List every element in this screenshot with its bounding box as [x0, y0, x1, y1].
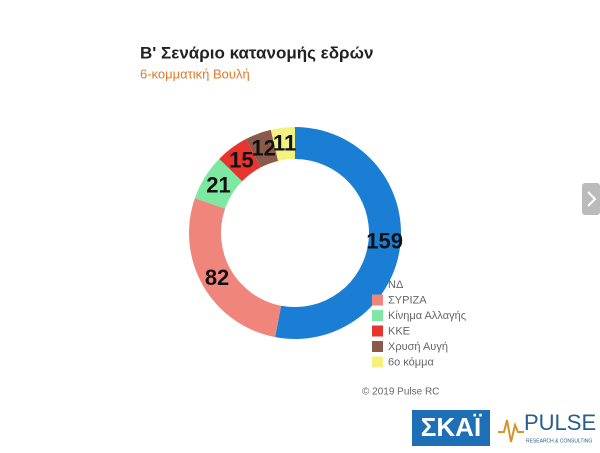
legend-label: Κίνημα Αλλαγής: [388, 310, 466, 322]
legend-swatch: [372, 279, 383, 290]
legend-swatch: [372, 341, 383, 352]
donut-slice: [219, 139, 261, 182]
legend-label: ΣΥΡΙΖΑ: [388, 294, 427, 306]
donut-slice: [194, 158, 243, 209]
next-button[interactable]: [582, 183, 600, 215]
skai-logo-text: ΣΚΑΪ: [421, 412, 482, 442]
chart-title: Β' Σενάριο κατανομής εδρών: [140, 43, 373, 62]
legend-swatch: [372, 310, 383, 321]
donut-slice: [270, 127, 295, 161]
next-button-bg[interactable]: [582, 183, 600, 215]
donut-slice: [189, 198, 282, 338]
legend-label: ΝΔ: [388, 279, 404, 291]
data-label: 159: [366, 228, 403, 253]
pulse-logo-tagline: RESEARCH & CONSULTING: [526, 438, 592, 444]
legend-label: ΚΚΕ: [388, 325, 410, 337]
source-note: © 2019 Pulse RC: [362, 387, 439, 398]
pulse-logo-wave: [498, 419, 524, 443]
data-label: 15: [229, 148, 253, 173]
pulse-logo-text: PULSE: [524, 410, 596, 435]
data-label: 12: [251, 135, 275, 160]
donut-slice: [275, 127, 402, 339]
data-label: 82: [205, 265, 229, 290]
next-arrow[interactable]: [587, 191, 597, 207]
legend-label: 6ο κόμμα: [388, 356, 434, 368]
data-label: 21: [206, 172, 230, 197]
donut-slice: [245, 129, 279, 168]
data-label: 11: [273, 130, 296, 155]
legend-swatch: [372, 325, 383, 337]
chart-subtitle: 6-κομματική Βουλή: [140, 66, 250, 81]
legend-swatch: [372, 294, 383, 306]
legend-swatch: [372, 356, 383, 368]
legend-label: Χρυσή Αυγή: [388, 341, 448, 353]
skai-logo: [412, 410, 490, 446]
